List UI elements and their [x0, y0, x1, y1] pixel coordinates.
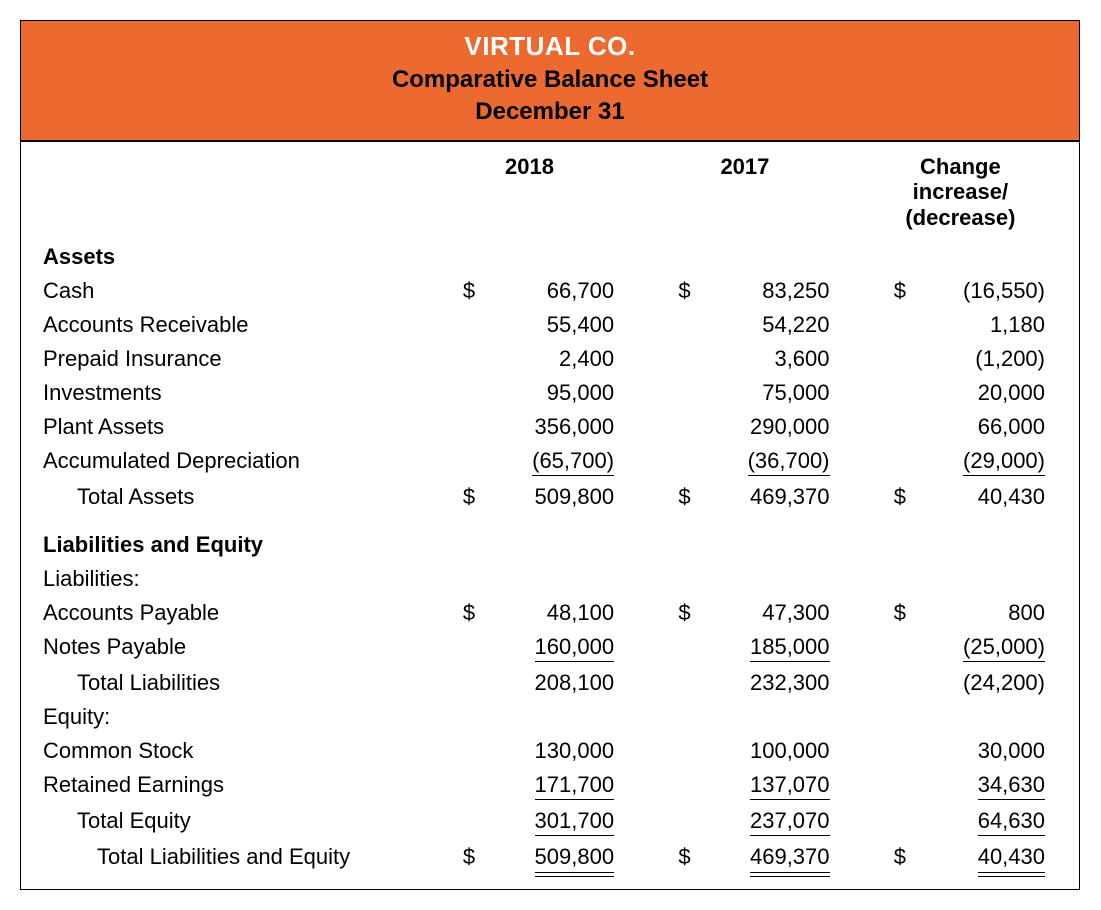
total-eq-2018: 301,700 — [427, 804, 632, 840]
row-notes-payable: Notes Payable 160,000 185,000 (25,000) — [37, 630, 1063, 666]
np-2017: 185,000 — [642, 630, 847, 666]
ar-2017: 54,220 — [642, 308, 847, 342]
label-investments: Investments — [37, 376, 427, 410]
prepaid-2017: 3,600 — [642, 342, 847, 376]
row-total-equity: Total Equity 301,700 237,070 64,630 — [37, 804, 1063, 840]
row-accounts-receivable: Accounts Receivable 55,400 54,220 1,180 — [37, 308, 1063, 342]
accdep-2018: (65,700) — [427, 444, 632, 480]
row-accounts-payable: Accounts Payable $48,100 $47,300 $800 — [37, 596, 1063, 630]
row-retained-earnings: Retained Earnings 171,700 137,070 34,630 — [37, 768, 1063, 804]
col-change-l1: Change — [920, 154, 1001, 179]
col-2017: 2017 — [642, 150, 847, 234]
ar-change: 1,180 — [858, 308, 1063, 342]
col-change: Change increase/ (decrease) — [858, 150, 1063, 234]
ap-2017: $47,300 — [642, 596, 847, 630]
total-liab-eq-change: $40,430 — [858, 840, 1063, 877]
sheet-body: 2018 2017 Change increase/ (decrease) As… — [21, 142, 1079, 889]
row-investments: Investments 95,000 75,000 20,000 — [37, 376, 1063, 410]
section-liab-eq: Liabilities and Equity — [37, 522, 1063, 562]
cs-2017: 100,000 — [642, 734, 847, 768]
row-prepaid-insurance: Prepaid Insurance 2,400 3,600 (1,200) — [37, 342, 1063, 376]
cash-2018: $66,700 — [427, 274, 632, 308]
prepaid-change: (1,200) — [858, 342, 1063, 376]
total-assets-change: $40,430 — [858, 480, 1063, 514]
label-ar: Accounts Receivable — [37, 308, 427, 342]
row-cash: Cash $66,700 $83,250 $(16,550) — [37, 274, 1063, 308]
total-liab-2017: 232,300 — [642, 666, 847, 700]
row-common-stock: Common Stock 130,000 100,000 30,000 — [37, 734, 1063, 768]
ap-2018: $48,100 — [427, 596, 632, 630]
balance-sheet: VIRTUAL CO. Comparative Balance Sheet De… — [20, 20, 1080, 890]
col-change-l2: increase/ — [913, 179, 1008, 204]
invest-2017: 75,000 — [642, 376, 847, 410]
total-eq-change: 64,630 — [858, 804, 1063, 840]
row-accumulated-depreciation: Accumulated Depreciation (65,700) (36,70… — [37, 444, 1063, 480]
label-plant: Plant Assets — [37, 410, 427, 444]
label-cs: Common Stock — [37, 734, 427, 768]
subsection-liabilities: Liabilities: — [37, 562, 1063, 596]
total-eq-2017: 237,070 — [642, 804, 847, 840]
col-change-l3: (decrease) — [905, 205, 1015, 230]
row-plant-assets: Plant Assets 356,000 290,000 66,000 — [37, 410, 1063, 444]
plant-change: 66,000 — [858, 410, 1063, 444]
np-change: (25,000) — [858, 630, 1063, 666]
row-total-assets: Total Assets $509,800 $469,370 $40,430 — [37, 480, 1063, 514]
subsection-equity: Equity: — [37, 700, 1063, 734]
accdep-change: (29,000) — [858, 444, 1063, 480]
label-np: Notes Payable — [37, 630, 427, 666]
label-cash: Cash — [37, 274, 427, 308]
ap-change: $800 — [858, 596, 1063, 630]
re-2018: 171,700 — [427, 768, 632, 804]
cash-2017: $83,250 — [642, 274, 847, 308]
row-total-liab-and-equity: Total Liabilities and Equity $509,800 $4… — [37, 840, 1063, 877]
report-date: December 31 — [21, 98, 1079, 126]
label-prepaid: Prepaid Insurance — [37, 342, 427, 376]
cash-change: $(16,550) — [858, 274, 1063, 308]
invest-2018: 95,000 — [427, 376, 632, 410]
total-assets-2018: $509,800 — [427, 480, 632, 514]
sheet-header: VIRTUAL CO. Comparative Balance Sheet De… — [21, 21, 1079, 142]
accdep-2017: (36,700) — [642, 444, 847, 480]
cs-change: 30,000 — [858, 734, 1063, 768]
label-total-equity: Total Equity — [37, 804, 427, 840]
total-assets-2017: $469,370 — [642, 480, 847, 514]
section-assets: Assets — [37, 234, 1063, 274]
label-total-liab-eq: Total Liabilities and Equity — [37, 840, 427, 877]
plant-2017: 290,000 — [642, 410, 847, 444]
report-title: Comparative Balance Sheet — [21, 66, 1079, 94]
plant-2018: 356,000 — [427, 410, 632, 444]
re-2017: 137,070 — [642, 768, 847, 804]
ar-2018: 55,400 — [427, 308, 632, 342]
total-liab-eq-2017: $469,370 — [642, 840, 847, 877]
company-name: VIRTUAL CO. — [21, 31, 1079, 62]
invest-change: 20,000 — [858, 376, 1063, 410]
label-total-assets: Total Assets — [37, 480, 427, 514]
row-total-liabilities: Total Liabilities 208,100 232,300 (24,20… — [37, 666, 1063, 700]
cs-2018: 130,000 — [427, 734, 632, 768]
col-2018: 2018 — [427, 150, 632, 234]
re-change: 34,630 — [858, 768, 1063, 804]
balance-sheet-table: 2018 2017 Change increase/ (decrease) As… — [37, 150, 1063, 877]
prepaid-2018: 2,400 — [427, 342, 632, 376]
total-liab-change: (24,200) — [858, 666, 1063, 700]
label-accdep: Accumulated Depreciation — [37, 444, 427, 480]
label-total-liab: Total Liabilities — [37, 666, 427, 700]
label-ap: Accounts Payable — [37, 596, 427, 630]
np-2018: 160,000 — [427, 630, 632, 666]
label-re: Retained Earnings — [37, 768, 427, 804]
total-liab-2018: 208,100 — [427, 666, 632, 700]
total-liab-eq-2018: $509,800 — [427, 840, 632, 877]
column-header-row: 2018 2017 Change increase/ (decrease) — [37, 150, 1063, 234]
